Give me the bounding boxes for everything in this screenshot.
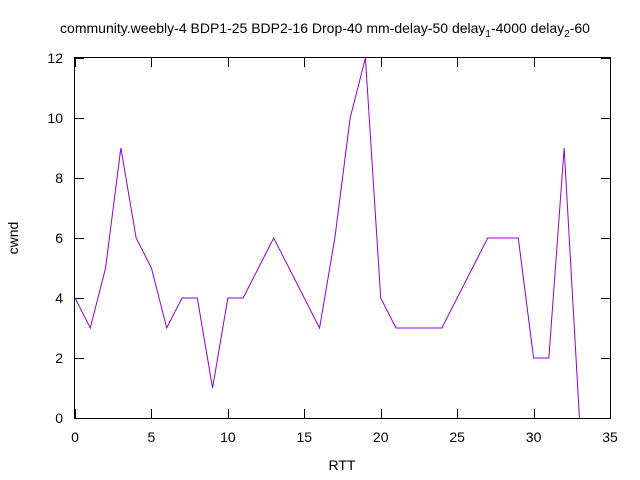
x-tick-label: 15 [296, 429, 312, 445]
x-tick-label: 10 [220, 429, 236, 445]
x-tick-label: 25 [449, 429, 465, 445]
x-tick-label: 30 [526, 429, 542, 445]
cwnd-series-line [74, 57, 580, 419]
x-tick-label: 35 [602, 429, 618, 445]
y-tick-label: 10 [47, 110, 63, 126]
y-tick-label: 6 [55, 230, 63, 246]
tick-labels: 0 5 10 15 20 25 30 35 0 2 4 6 8 10 12 [47, 50, 618, 445]
y-axis-label: cwnd [5, 222, 21, 255]
x-tick-label: 0 [71, 429, 79, 445]
chart-title-part2: -4000 delay [491, 20, 564, 36]
series-group [74, 57, 580, 419]
chart-title-subscript1: 1 [485, 29, 491, 40]
chart-title-part1: community.weebly-4 BDP1-25 BDP2-16 Drop-… [60, 20, 485, 36]
chart-title: community.weebly-4 BDP1-25 BDP2-16 Drop-… [60, 20, 590, 40]
axis-ticks [75, 58, 611, 419]
x-tick-label: 20 [373, 429, 389, 445]
y-tick-label: 12 [47, 50, 63, 66]
y-tick-label: 2 [55, 350, 63, 366]
chart-title-part3: -60 [570, 20, 590, 36]
y-tick-label: 0 [55, 410, 63, 426]
plot-border [74, 57, 611, 419]
y-tick-label: 8 [55, 170, 63, 186]
x-axis-label: RTT [329, 457, 356, 473]
chart-title-subscript2: 2 [564, 29, 570, 40]
y-tick-label: 4 [55, 290, 63, 306]
x-tick-label: 5 [148, 429, 156, 445]
